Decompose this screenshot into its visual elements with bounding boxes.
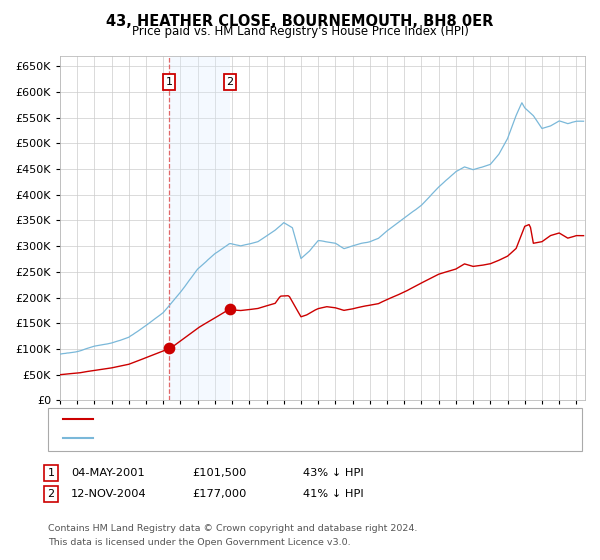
Text: £101,500: £101,500	[192, 468, 247, 478]
Text: 1: 1	[166, 77, 173, 87]
Text: 12-NOV-2004: 12-NOV-2004	[71, 489, 146, 499]
Point	[164, 344, 174, 353]
Bar	[169, 56, 230, 400]
Text: 04-MAY-2001: 04-MAY-2001	[71, 468, 145, 478]
Text: This data is licensed under the Open Government Licence v3.0.: This data is licensed under the Open Gov…	[48, 538, 350, 547]
Text: 43% ↓ HPI: 43% ↓ HPI	[303, 468, 364, 478]
Text: 43, HEATHER CLOSE, BOURNEMOUTH, BH8 0ER: 43, HEATHER CLOSE, BOURNEMOUTH, BH8 0ER	[106, 14, 494, 29]
Text: 41% ↓ HPI: 41% ↓ HPI	[303, 489, 364, 499]
Text: 43, HEATHER CLOSE, BOURNEMOUTH, BH8 0ER (detached house): 43, HEATHER CLOSE, BOURNEMOUTH, BH8 0ER …	[97, 414, 424, 424]
Text: Price paid vs. HM Land Registry's House Price Index (HPI): Price paid vs. HM Land Registry's House …	[131, 25, 469, 38]
Text: 2: 2	[47, 489, 55, 499]
Point	[225, 305, 235, 314]
Text: HPI: Average price, detached house, Bournemouth Christchurch and Poole: HPI: Average price, detached house, Bour…	[97, 433, 468, 443]
Text: Contains HM Land Registry data © Crown copyright and database right 2024.: Contains HM Land Registry data © Crown c…	[48, 524, 418, 533]
Text: 1: 1	[47, 468, 55, 478]
Text: 2: 2	[226, 77, 233, 87]
Text: £177,000: £177,000	[192, 489, 247, 499]
